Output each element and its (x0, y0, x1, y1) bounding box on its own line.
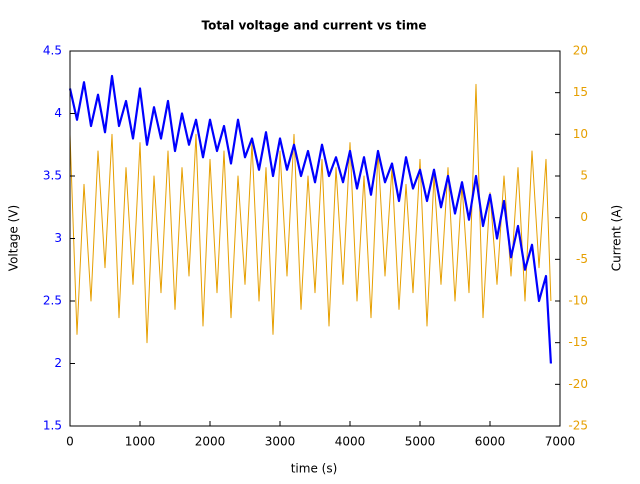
y-tick-label: 2.5 (43, 294, 62, 308)
x-tick-label: 3000 (265, 435, 296, 449)
y2-tick-label: 15 (573, 85, 588, 99)
x-tick-label: 7000 (545, 435, 576, 449)
y-tick-label: 4.5 (43, 44, 62, 58)
y2-tick-label: 10 (573, 127, 588, 141)
y2-tick-label: -5 (576, 252, 588, 266)
y-tick-label: 2 (54, 356, 62, 370)
x-tick-label: 2000 (195, 435, 226, 449)
y2-tick-label: 20 (573, 44, 588, 58)
x-tick-label: 6000 (475, 435, 506, 449)
x-tick-label: 1000 (125, 435, 156, 449)
y-tick-label: 3 (54, 231, 62, 245)
x-tick-label: 4000 (335, 435, 366, 449)
x-tick-label: 5000 (405, 435, 436, 449)
y-tick-label: 1.5 (43, 419, 62, 433)
y-tick-label: 4 (54, 106, 62, 120)
y-axis-label: Voltage (V) (7, 205, 21, 271)
series-line (68, 74, 552, 364)
y2-tick-label: -15 (568, 335, 588, 349)
x-tick-label: 0 (66, 435, 74, 449)
y2-axis-label: Current (A) (610, 205, 624, 271)
y2-tick-label: -20 (568, 377, 588, 391)
series-line (69, 83, 552, 344)
y-tick-label: 3.5 (43, 169, 62, 183)
y2-tick-label: 5 (580, 169, 588, 183)
y2-tick-label: 0 (580, 210, 588, 224)
chart-title: Total voltage and current vs time (201, 19, 426, 33)
y2-tick-label: -25 (568, 419, 588, 433)
y2-tick-label: -10 (568, 294, 588, 308)
x-axis-label: time (s) (291, 462, 338, 476)
